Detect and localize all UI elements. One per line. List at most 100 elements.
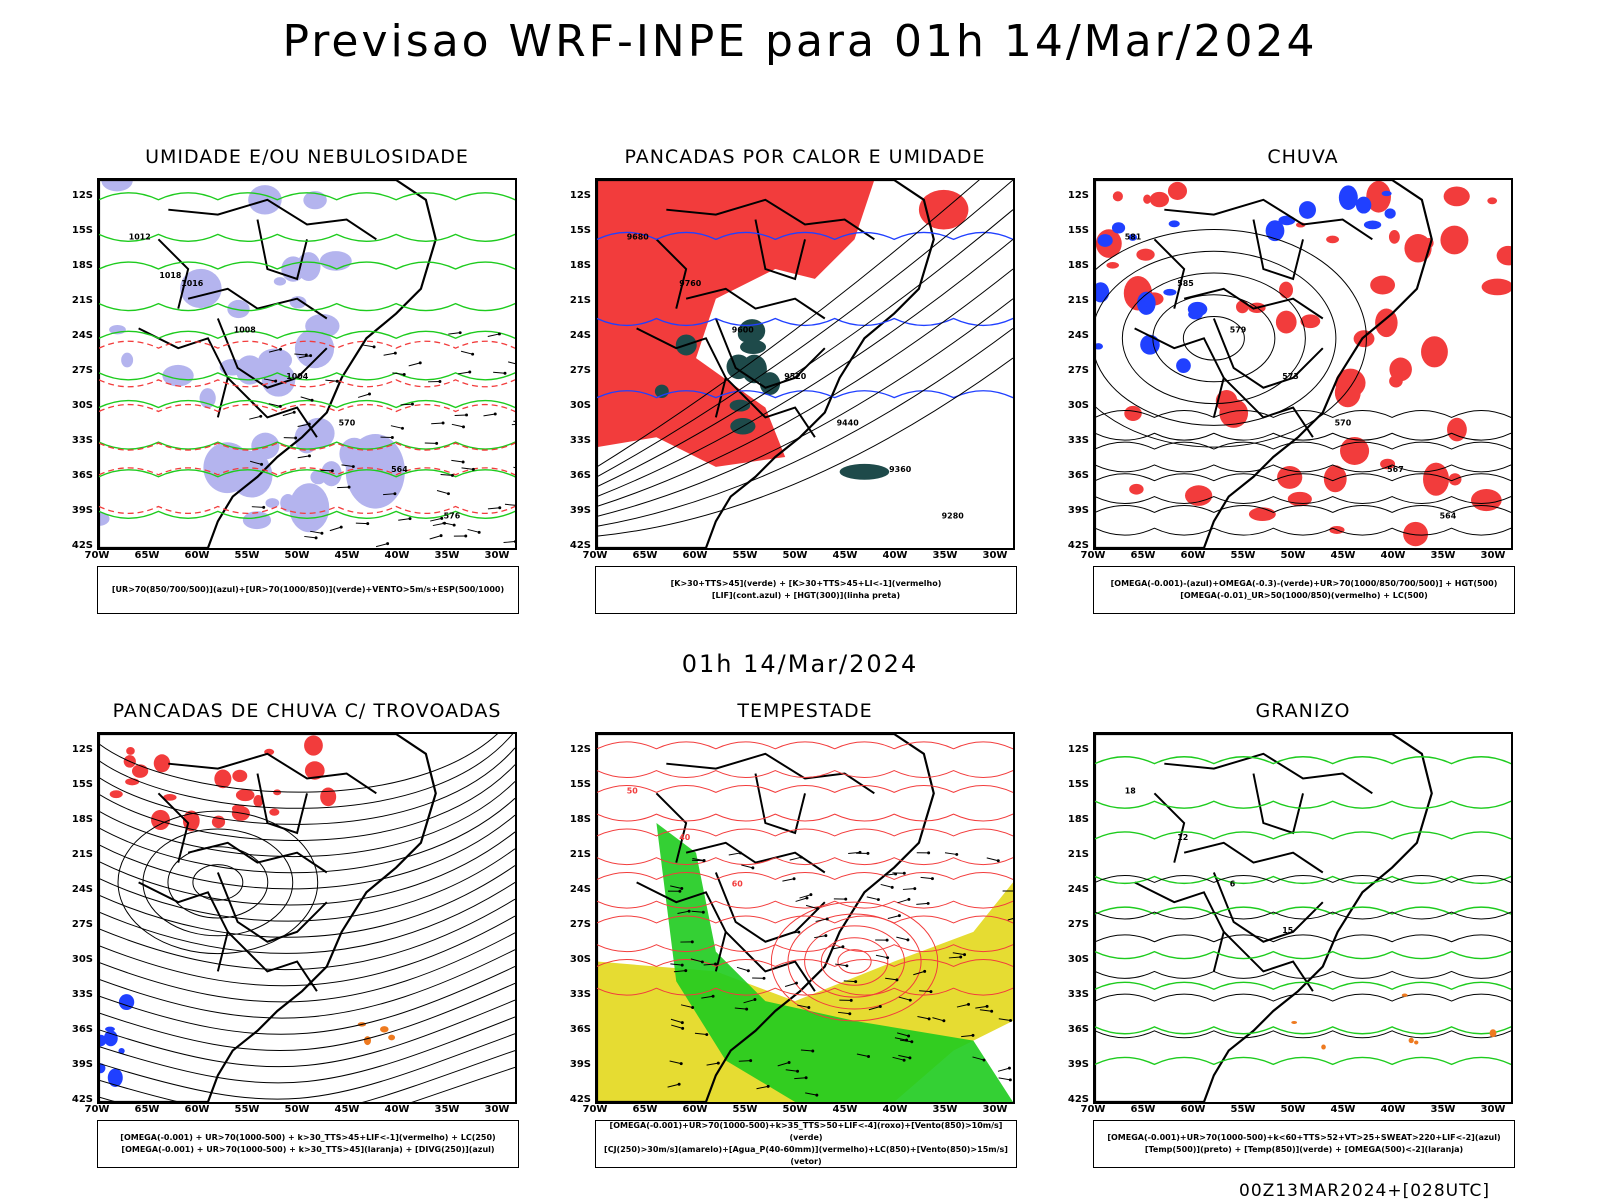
rain-area bbox=[1326, 236, 1339, 244]
latitude-label: 30S bbox=[561, 400, 591, 411]
wind-vector bbox=[478, 531, 481, 534]
temp-850-contour bbox=[1095, 952, 1511, 959]
longitude-label: 60W bbox=[182, 1104, 212, 1115]
wind-vector bbox=[824, 934, 827, 937]
rain-area bbox=[1482, 279, 1511, 296]
height-label: 9360 bbox=[889, 465, 912, 474]
wind-vector bbox=[433, 523, 445, 525]
temp-label: 15 bbox=[1282, 926, 1293, 935]
wind-vector bbox=[493, 372, 505, 373]
longitude-label: 60W bbox=[680, 550, 710, 561]
longitude-label: 55W bbox=[730, 550, 760, 561]
temp-850-contour bbox=[1095, 1027, 1511, 1034]
longitude-label: 55W bbox=[730, 1104, 760, 1115]
wind-vector bbox=[320, 532, 323, 535]
latitude-label: 21S bbox=[561, 849, 591, 860]
humidity-upper-area bbox=[258, 348, 292, 371]
longitude-label: 65W bbox=[1128, 550, 1158, 561]
height-label: 9440 bbox=[837, 418, 860, 427]
humidity-upper-area bbox=[320, 251, 352, 271]
temp-500-contour bbox=[1095, 994, 1511, 1001]
omega-area bbox=[1176, 358, 1191, 373]
wind-vector bbox=[448, 333, 460, 334]
thunderstorm-area bbox=[125, 778, 139, 785]
rain-area bbox=[1487, 197, 1497, 204]
latitude-label: 36S bbox=[1059, 1024, 1089, 1035]
latitude-label: 33S bbox=[1059, 989, 1089, 1000]
state-border bbox=[1184, 843, 1323, 873]
wind-vector bbox=[435, 442, 438, 445]
wind-vector bbox=[301, 397, 312, 400]
thunderstorm-area bbox=[126, 747, 135, 755]
wind-vector bbox=[438, 380, 441, 383]
longitude-label: 45W bbox=[1328, 1104, 1358, 1115]
wind-vector bbox=[494, 412, 497, 415]
wind-vector bbox=[401, 404, 413, 405]
longitude-label: 55W bbox=[1228, 1104, 1258, 1115]
panel-title: UMIDADE E/OU NEBULOSIDADE bbox=[77, 146, 537, 168]
legend-line: [LIF](cont.azul) + [HGT(300)](linha pret… bbox=[596, 590, 1016, 602]
panel-title: PANCADAS POR CALOR E UMIDADE bbox=[575, 146, 1035, 168]
longitude-label: 65W bbox=[630, 1104, 660, 1115]
wind-vector bbox=[841, 945, 844, 948]
latitude-label: 30S bbox=[561, 954, 591, 965]
wind-vector bbox=[681, 1021, 684, 1024]
omega-500-area bbox=[1291, 1021, 1297, 1024]
wind-vector bbox=[298, 456, 310, 458]
wind-vector bbox=[909, 999, 912, 1002]
omega-area bbox=[1382, 191, 1392, 196]
wind-vector bbox=[910, 1040, 913, 1043]
wind-vector bbox=[747, 969, 750, 972]
latitude-label: 24S bbox=[63, 330, 93, 341]
wind-vector bbox=[809, 893, 812, 896]
wind-vector bbox=[931, 877, 934, 880]
rain-area bbox=[1124, 406, 1142, 421]
latitude-label: 24S bbox=[1059, 884, 1089, 895]
wind-vector bbox=[362, 345, 374, 347]
latitude-label: 15S bbox=[1059, 779, 1089, 790]
latitude-label: 24S bbox=[561, 330, 591, 341]
wind-vector bbox=[891, 886, 894, 889]
rain-area bbox=[1288, 492, 1312, 506]
main-title: Previsao WRF-INPE para 01h 14/Mar/2024 bbox=[0, 16, 1600, 67]
wind-vector bbox=[927, 902, 930, 905]
hgt-label: 564 bbox=[1440, 511, 1457, 520]
rain-area bbox=[1440, 226, 1468, 255]
latitude-label: 15S bbox=[561, 779, 591, 790]
omega-500-area bbox=[1321, 1045, 1326, 1050]
state-border bbox=[168, 754, 376, 794]
longitude-label: 45W bbox=[830, 1104, 860, 1115]
longitude-label: 40W bbox=[1378, 550, 1408, 561]
latitude-label: 30S bbox=[63, 400, 93, 411]
longitude-label: 30W bbox=[1478, 1104, 1508, 1115]
thickness-contour bbox=[99, 380, 515, 387]
height-label: 9280 bbox=[942, 511, 965, 520]
wind-vector bbox=[927, 851, 930, 854]
legend-line: [OMEGA(-0.001)+UR>70(1000-500)+k<60+TTS>… bbox=[1094, 1132, 1514, 1144]
longitude-label: 35W bbox=[930, 1104, 960, 1115]
latitude-label: 27S bbox=[561, 365, 591, 376]
longitude-label: 40W bbox=[1378, 1104, 1408, 1115]
wind-vector bbox=[729, 853, 741, 855]
wind-vector bbox=[945, 853, 957, 855]
map-panel bbox=[97, 732, 517, 1104]
hgt500-contour bbox=[1095, 410, 1511, 417]
wind-vector bbox=[488, 508, 500, 509]
latitude-label: 12S bbox=[1059, 744, 1089, 755]
wind-vector bbox=[854, 980, 857, 983]
omega-500-area bbox=[1490, 1029, 1497, 1037]
wind-vector bbox=[484, 414, 496, 416]
wind-vector bbox=[753, 998, 756, 1001]
wind-vector bbox=[692, 860, 704, 861]
rain-area bbox=[1497, 246, 1511, 266]
wind-vector bbox=[681, 1027, 684, 1030]
wind-vector bbox=[451, 460, 463, 462]
wind-vector bbox=[886, 939, 889, 942]
latitude-label: 12S bbox=[63, 744, 93, 755]
height-label: 9520 bbox=[784, 372, 807, 381]
latitude-label: 18S bbox=[63, 814, 93, 825]
wind-vector bbox=[763, 977, 766, 980]
